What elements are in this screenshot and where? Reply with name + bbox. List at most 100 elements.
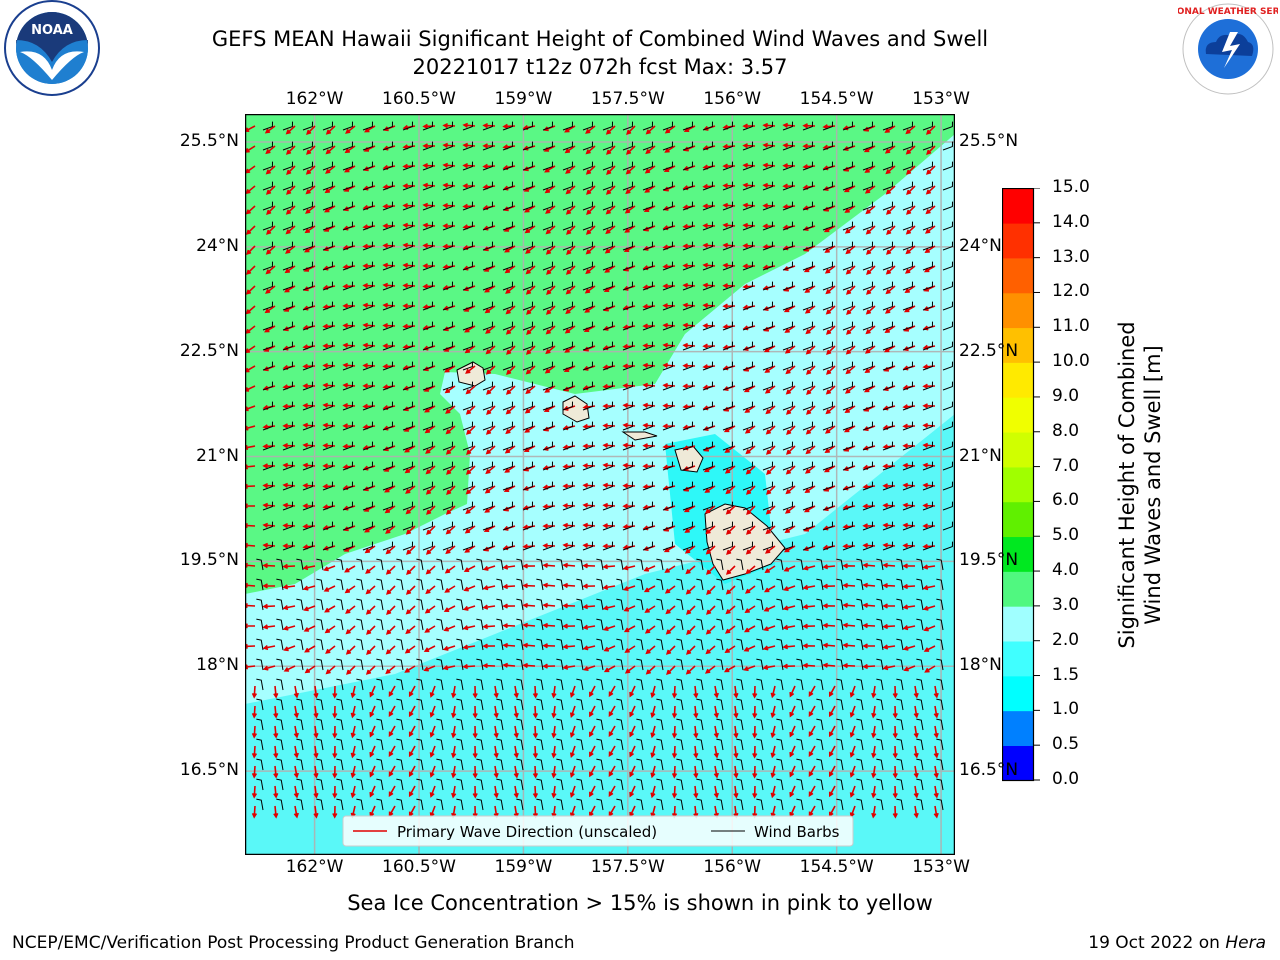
- wave-arrow: [585, 165, 596, 175]
- wave-arrow: [782, 204, 796, 210]
- wave-arrow: [608, 765, 616, 777]
- wave-arrow: [923, 625, 936, 632]
- wind-barb: [856, 638, 864, 651]
- wave-arrow: [622, 343, 636, 350]
- wind-barb: [682, 441, 694, 451]
- wave-arrow: [705, 625, 716, 635]
- wind-barb: [742, 181, 754, 191]
- wind-barb: [562, 301, 574, 311]
- wind-barb: [302, 201, 314, 211]
- wave-arrow: [842, 524, 856, 530]
- wind-barb: [442, 201, 454, 211]
- wind-barb: [736, 658, 744, 671]
- wave-arrow: [482, 623, 496, 630]
- wave-arrow: [606, 165, 616, 175]
- wind-barb: [802, 161, 814, 171]
- wave-arrow: [542, 663, 556, 669]
- wave-arrow: [482, 604, 496, 610]
- wind-barb: [596, 578, 604, 591]
- wind-barb: [702, 401, 714, 411]
- wind-barb: [596, 658, 604, 671]
- wave-arrow: [522, 563, 536, 569]
- wind-barb: [836, 598, 844, 611]
- wave-arrow: [562, 483, 576, 489]
- wind-barb: [562, 141, 574, 151]
- wind-barb: [936, 658, 944, 671]
- wave-arrow: [442, 202, 456, 209]
- wave-arrow: [513, 705, 519, 719]
- wave-arrow: [764, 385, 776, 394]
- wind-barb: [816, 638, 824, 651]
- wind-barb: [616, 798, 624, 811]
- wind-barb: [722, 161, 734, 171]
- wave-arrow: [564, 345, 576, 353]
- wind-barb: [602, 241, 614, 251]
- wind-barb: [442, 281, 454, 291]
- wind-barb: [802, 501, 814, 511]
- wave-arrow: [693, 685, 699, 699]
- wave-arrow: [503, 505, 516, 512]
- wind-barb: [322, 521, 334, 531]
- wave-arrow: [682, 243, 696, 249]
- wave-arrow: [603, 665, 616, 673]
- wind-barb: [602, 281, 614, 291]
- colorbar-tick-label: 15.0: [1052, 177, 1090, 197]
- wind-barb: [656, 718, 664, 731]
- wind-barb: [716, 698, 724, 711]
- wave-arrow: [273, 805, 279, 819]
- wind-barb: [402, 341, 414, 351]
- wind-barb: [736, 618, 744, 631]
- wind-barb: [876, 738, 884, 751]
- wave-arrow: [663, 185, 676, 192]
- wind-barb: [556, 798, 564, 811]
- wave-arrow: [713, 765, 719, 779]
- wind-barb: [416, 598, 424, 611]
- wave-arrow: [725, 485, 736, 495]
- wind-barb: [676, 578, 684, 591]
- wind-barb: [582, 261, 594, 271]
- wind-barb: [902, 341, 914, 351]
- wave-arrow: [482, 143, 496, 149]
- wind-barb: [922, 521, 934, 531]
- wind-barb: [702, 161, 714, 171]
- wind-barb: [356, 738, 364, 751]
- wave-arrow: [849, 745, 856, 758]
- wind-barb: [642, 241, 654, 251]
- wind-barb: [822, 261, 834, 271]
- wind-barb: [936, 578, 944, 591]
- wind-barb: [596, 598, 604, 611]
- wind-barb: [802, 261, 814, 271]
- wind-barb: [322, 221, 334, 231]
- wind-barb: [262, 481, 274, 491]
- wave-arrow: [842, 582, 856, 589]
- wave-arrow: [892, 745, 898, 759]
- wave-arrow: [251, 785, 258, 799]
- wind-barb: [422, 241, 434, 251]
- wind-barb: [856, 738, 864, 751]
- wind-barb: [562, 441, 574, 451]
- wave-arrow: [386, 585, 396, 595]
- wave-arrow: [402, 262, 416, 268]
- wind-barb: [302, 501, 314, 511]
- wind-barb: [396, 758, 404, 771]
- colorbar-label-line1: Significant Height of Combined: [1115, 321, 1139, 649]
- wind-barb: [896, 638, 904, 651]
- wind-barb: [642, 421, 654, 431]
- wind-barb: [482, 341, 494, 351]
- wind-barb: [582, 161, 594, 171]
- wind-barb: [796, 718, 804, 731]
- wave-arrow: [482, 585, 496, 591]
- wave-arrow: [293, 745, 299, 759]
- wind-barb: [316, 758, 324, 771]
- wave-arrow: [282, 403, 296, 409]
- wave-arrow: [650, 725, 656, 739]
- colorbar-tick-label: 1.5: [1052, 664, 1080, 685]
- wave-arrow: [293, 705, 299, 719]
- wind-barb: [302, 381, 314, 391]
- wind-barb: [576, 558, 584, 571]
- wave-arrow: [862, 523, 876, 529]
- wind-barb: [642, 301, 654, 311]
- wind-barb: [762, 121, 774, 131]
- wind-barb: [276, 798, 284, 811]
- colorbar: [1002, 188, 1040, 782]
